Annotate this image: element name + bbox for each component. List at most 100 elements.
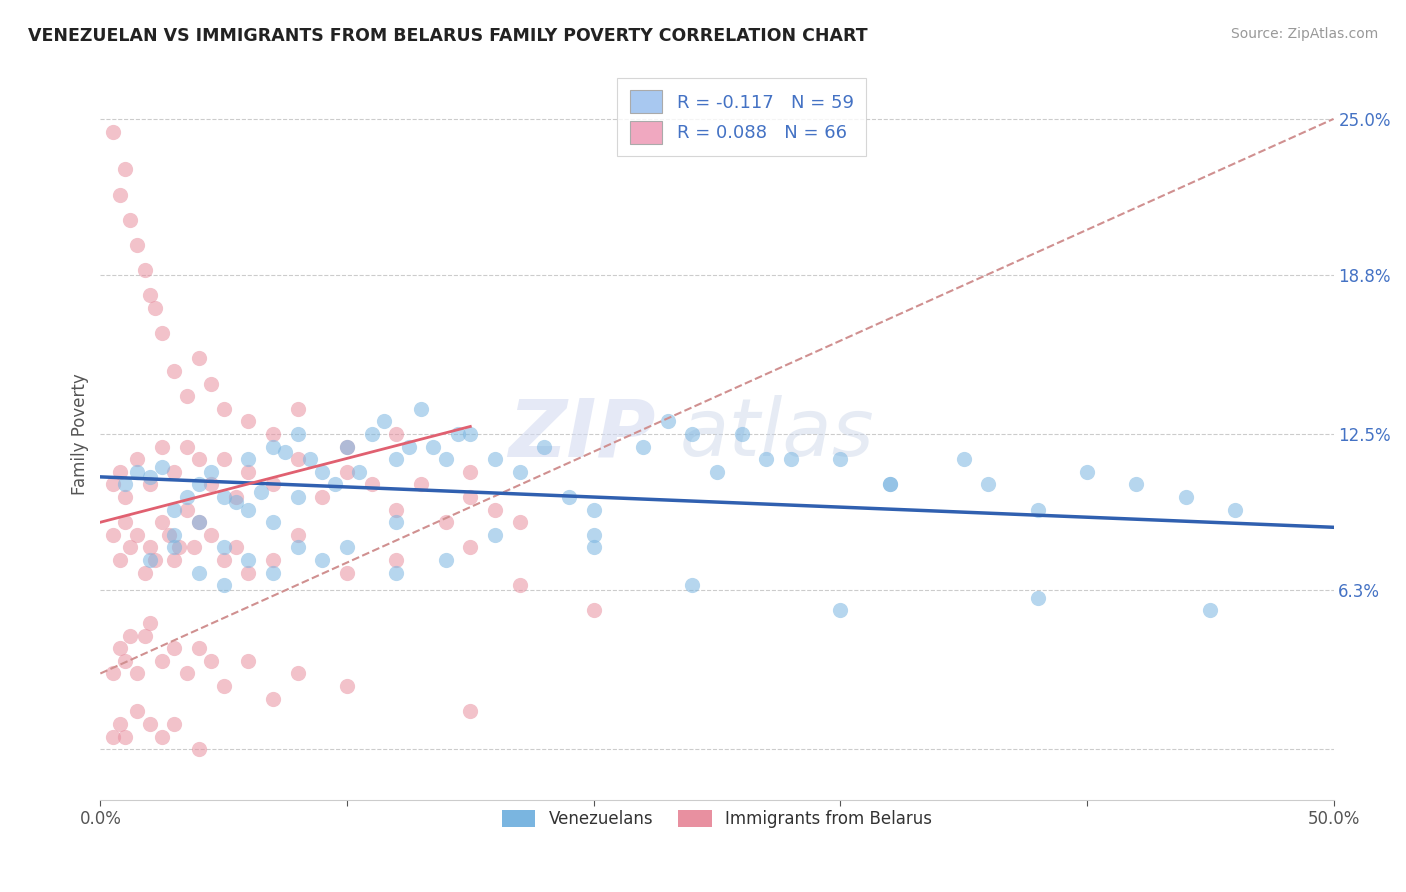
Point — [287, 541, 309, 555]
Point — [114, 654, 136, 668]
Point — [287, 427, 309, 442]
Point — [127, 465, 149, 479]
Point — [582, 528, 605, 542]
Point — [434, 515, 457, 529]
Point — [114, 515, 136, 529]
Point — [879, 477, 901, 491]
Point — [1199, 603, 1222, 617]
Point — [681, 578, 703, 592]
Point — [287, 452, 309, 467]
Point — [298, 452, 321, 467]
Legend: Venezuelans, Immigrants from Belarus: Venezuelans, Immigrants from Belarus — [495, 804, 939, 835]
Point — [238, 553, 260, 567]
Point — [582, 502, 605, 516]
Point — [163, 641, 186, 656]
Point — [225, 541, 247, 555]
Point — [118, 541, 141, 555]
Point — [138, 477, 160, 491]
Point — [118, 629, 141, 643]
Text: VENEZUELAN VS IMMIGRANTS FROM BELARUS FAMILY POVERTY CORRELATION CHART: VENEZUELAN VS IMMIGRANTS FROM BELARUS FA… — [28, 27, 868, 45]
Point — [385, 427, 408, 442]
Point — [150, 730, 173, 744]
Point — [385, 452, 408, 467]
Point — [262, 427, 284, 442]
Point — [188, 515, 211, 529]
Point — [336, 440, 359, 454]
Point — [188, 641, 211, 656]
Point — [101, 477, 124, 491]
Point — [157, 528, 180, 542]
Point — [188, 742, 211, 756]
Point — [1174, 490, 1197, 504]
Point — [533, 440, 555, 454]
Point — [108, 641, 131, 656]
Point — [830, 603, 852, 617]
Point — [558, 490, 581, 504]
Point — [373, 414, 395, 428]
Point — [108, 465, 131, 479]
Point — [311, 553, 333, 567]
Point — [434, 452, 457, 467]
Point — [200, 528, 222, 542]
Point — [458, 427, 481, 442]
Point — [730, 427, 752, 442]
Point — [212, 679, 235, 693]
Point — [385, 553, 408, 567]
Point — [176, 440, 198, 454]
Point — [134, 629, 156, 643]
Point — [398, 440, 420, 454]
Point — [238, 414, 260, 428]
Point — [509, 465, 531, 479]
Point — [509, 578, 531, 592]
Point — [336, 440, 359, 454]
Point — [114, 477, 136, 491]
Point — [879, 477, 901, 491]
Point — [101, 666, 124, 681]
Point — [458, 541, 481, 555]
Point — [134, 263, 156, 277]
Point — [138, 541, 160, 555]
Point — [163, 465, 186, 479]
Point — [176, 490, 198, 504]
Point — [150, 459, 173, 474]
Point — [1026, 502, 1049, 516]
Point — [360, 477, 382, 491]
Point — [143, 553, 166, 567]
Text: ZIP: ZIP — [508, 395, 655, 473]
Point — [212, 553, 235, 567]
Point — [755, 452, 778, 467]
Point — [188, 452, 211, 467]
Point — [385, 502, 408, 516]
Point — [262, 440, 284, 454]
Text: atlas: atlas — [681, 395, 875, 473]
Point — [434, 553, 457, 567]
Point — [163, 364, 186, 378]
Point — [176, 502, 198, 516]
Point — [238, 654, 260, 668]
Point — [262, 515, 284, 529]
Point — [385, 566, 408, 580]
Point — [101, 528, 124, 542]
Point — [409, 401, 432, 416]
Point — [409, 477, 432, 491]
Point — [681, 427, 703, 442]
Point — [238, 566, 260, 580]
Point — [458, 704, 481, 718]
Point — [422, 440, 444, 454]
Point — [225, 495, 247, 509]
Point — [349, 465, 371, 479]
Point — [114, 490, 136, 504]
Point — [108, 717, 131, 731]
Point — [188, 477, 211, 491]
Point — [118, 212, 141, 227]
Point — [385, 515, 408, 529]
Point — [706, 465, 728, 479]
Point — [127, 238, 149, 252]
Point — [582, 603, 605, 617]
Point — [183, 541, 205, 555]
Point — [101, 730, 124, 744]
Point — [1076, 465, 1098, 479]
Point — [238, 465, 260, 479]
Point — [114, 162, 136, 177]
Point — [200, 465, 222, 479]
